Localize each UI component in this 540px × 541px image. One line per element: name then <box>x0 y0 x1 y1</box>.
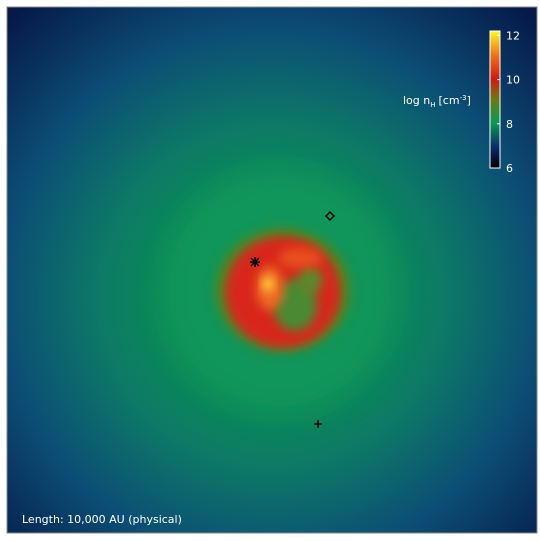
colorbar-tick-label: 12 <box>506 29 520 42</box>
colorbar-tick-label: 8 <box>506 118 513 131</box>
colorbar <box>490 31 500 168</box>
density-map: log nH[cm-3] Length: 10,000 AU (physical… <box>0 0 540 537</box>
colorbar-tick-label: 10 <box>506 74 520 87</box>
core <box>160 165 400 415</box>
colorbar-tick-label: 6 <box>506 162 513 175</box>
scale-annotation: Length: 10,000 AU (physical) <box>22 513 182 526</box>
